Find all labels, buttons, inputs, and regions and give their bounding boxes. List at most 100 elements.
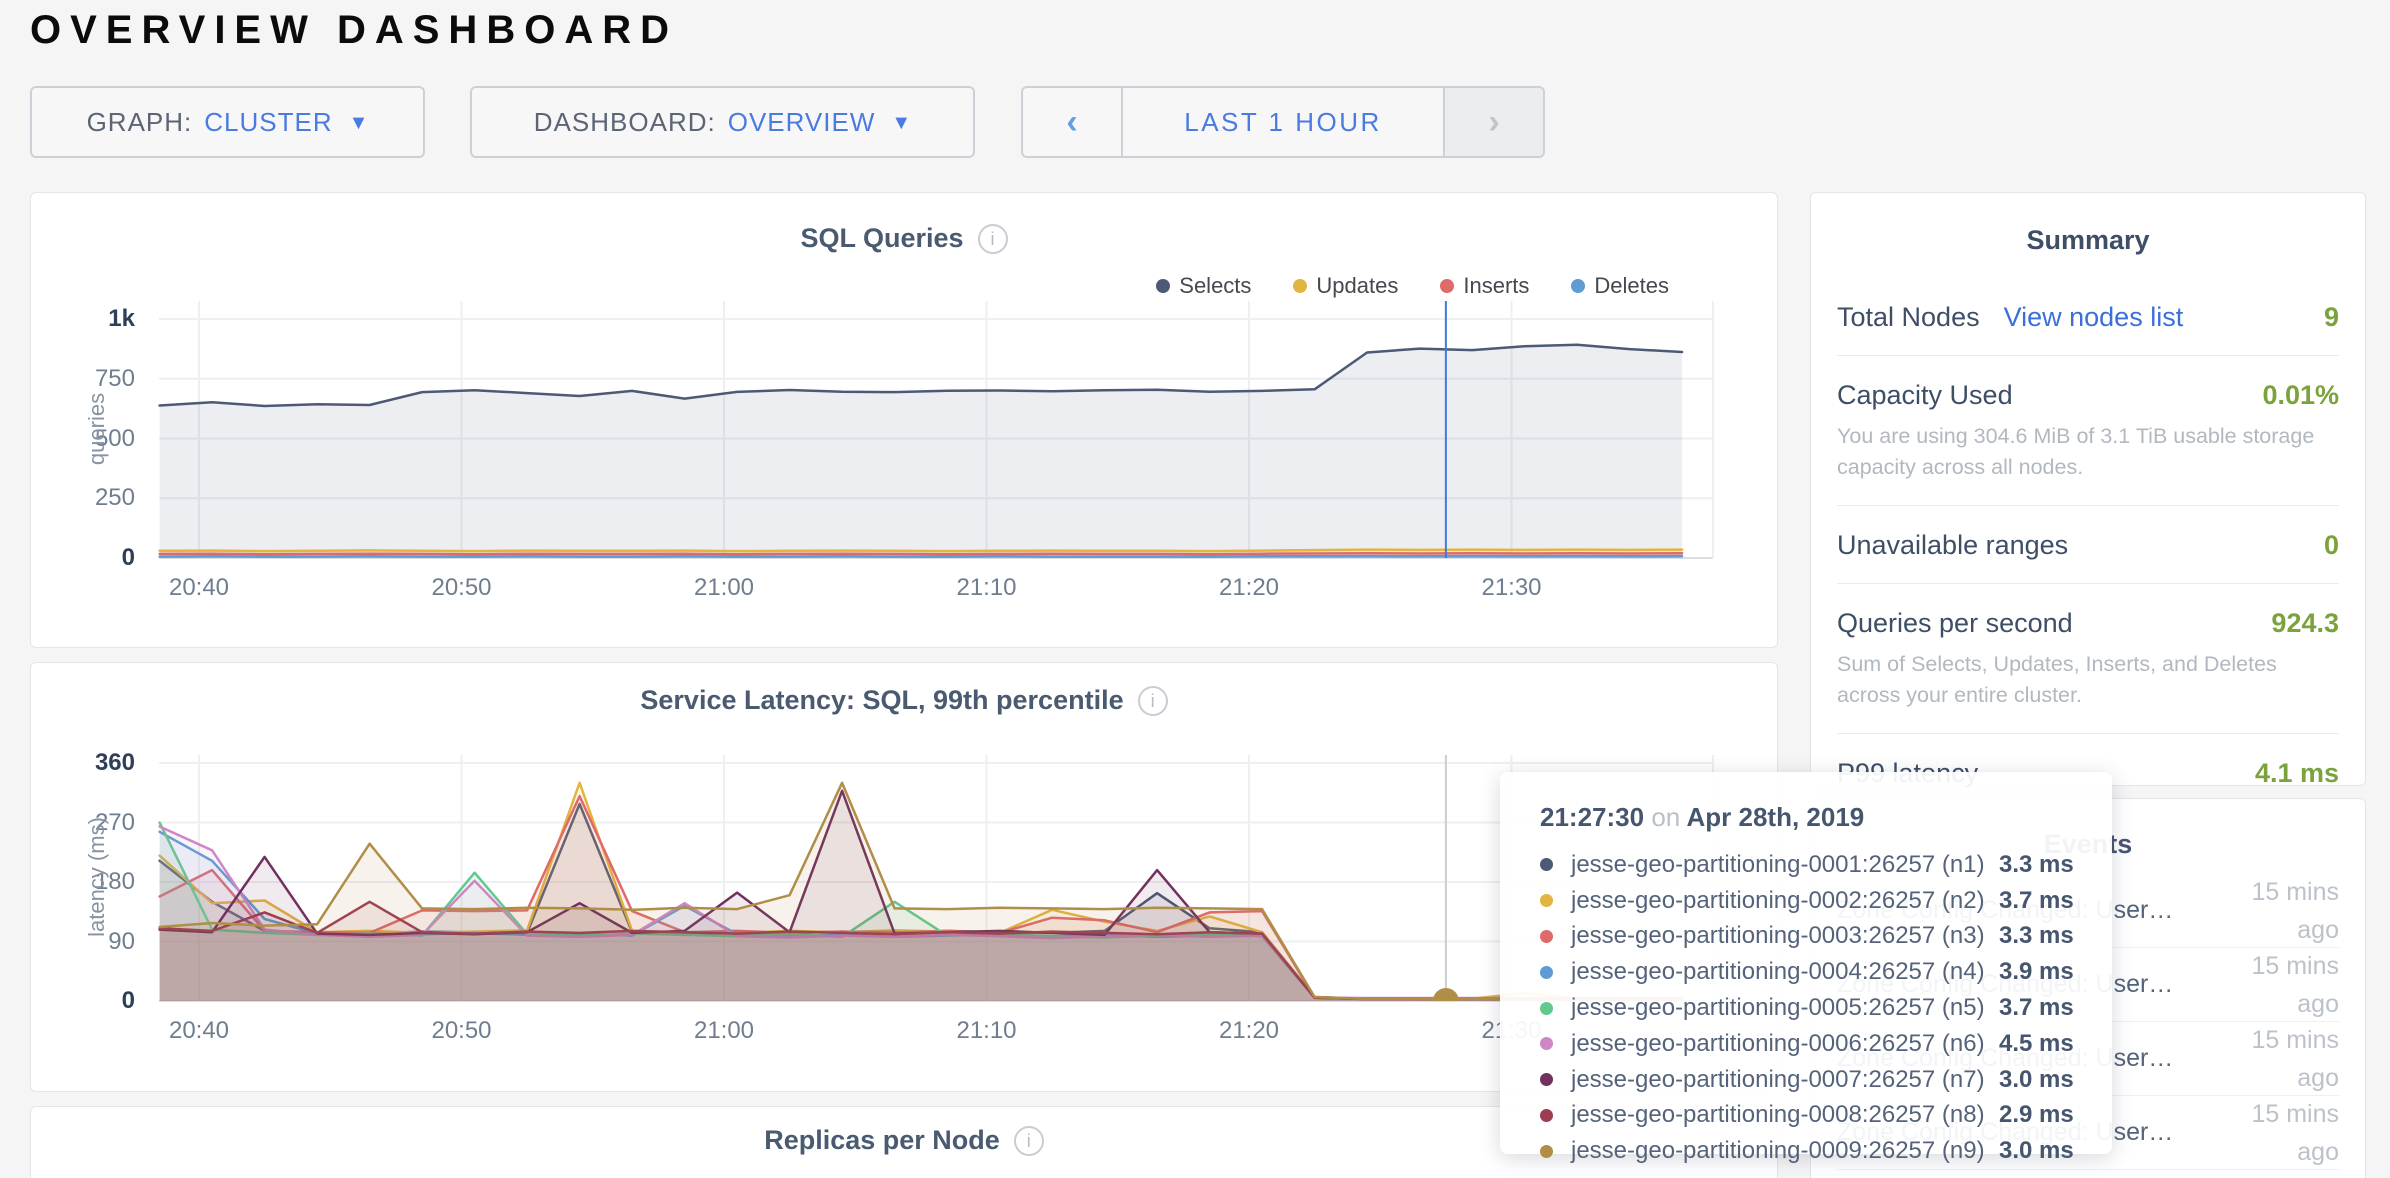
x-axis-tick: 20:40 <box>168 1017 230 1044</box>
y-axis-tick: 180 <box>94 868 135 895</box>
view-nodes-list-link[interactable]: View nodes list <box>2003 302 2184 332</box>
series-color-dot <box>1540 894 1553 908</box>
tooltip-node-row: jesse-geo-partitioning-0007:26257 (n7) 3.… <box>1540 1062 2112 1098</box>
time-range-selector: ‹ LAST 1 HOUR › <box>1021 86 1545 158</box>
graph-dropdown-value: CLUSTER <box>204 106 333 137</box>
x-axis-tick: 21:20 <box>1218 574 1280 601</box>
sql-queries-title: SQL Queries <box>800 223 964 253</box>
series-color-dot <box>1540 965 1553 979</box>
time-range-next-button[interactable]: › <box>1443 88 1543 156</box>
event-time: 15 mins ago <box>2251 1099 2339 1166</box>
summary-row: Capacity Used 0.01% You are using 304.6 Mi… <box>1837 356 2339 506</box>
tooltip-node-row: jesse-geo-partitioning-0009:26257 (n9) 3.… <box>1540 1133 2112 1169</box>
tooltip-node-name: jesse-geo-partitioning-0005:26257 (n5) <box>1571 994 1985 1022</box>
legend-item-selects[interactable]: Selects <box>1156 273 1251 299</box>
chart-hover-tooltip: 21:27:30 on Apr 28th, 2019 jesse-geo-par… <box>1500 772 2112 1164</box>
x-axis-tick: 21:10 <box>956 574 1017 601</box>
legend-label: Selects <box>1179 273 1252 298</box>
event-time: 15 mins ago <box>2251 1025 2339 1092</box>
x-axis-tick: 21:10 <box>956 1017 1017 1044</box>
legend-item-inserts[interactable]: Inserts <box>1440 273 1529 299</box>
summary-label: Queries per second <box>1837 608 2073 638</box>
tooltip-node-row: jesse-geo-partitioning-0003:26257 (n3) 3.… <box>1540 919 2112 955</box>
y-axis-tick: 270 <box>94 808 135 836</box>
summary-panel: Summary Total Nodes View nodes list 9 Capac… <box>1810 192 2366 788</box>
service-latency-title: Service Latency: SQL, 99th percentile <box>640 685 1124 715</box>
summary-description: You are using 304.6 MiB of 3.1 TiB usabl… <box>1837 424 2315 479</box>
chevron-right-icon: › <box>1488 102 1500 141</box>
y-axis-tick: 0 <box>121 544 135 571</box>
legend-dot-icon <box>1293 279 1308 293</box>
sql-queries-plot[interactable] <box>31 193 1779 649</box>
legend-label: Deletes <box>1594 273 1669 298</box>
y-axis-tick: 360 <box>94 749 135 776</box>
dashboard-dropdown-label: DASHBOARD: <box>533 106 716 137</box>
series-color-dot <box>1540 858 1553 872</box>
legend-dot-icon <box>1571 279 1586 293</box>
dashboard-dropdown-value: OVERVIEW <box>727 106 876 137</box>
info-icon[interactable]: i <box>1137 685 1168 716</box>
tooltip-node-value: 3.3 ms <box>1999 922 2074 950</box>
event-time: 15 mins ago <box>2251 877 2339 944</box>
time-range-prev-button[interactable]: ‹ <box>1023 88 1123 156</box>
time-range-value[interactable]: LAST 1 HOUR <box>1184 106 1382 137</box>
summary-value: 0 <box>2323 530 2339 560</box>
graph-dropdown-label: GRAPH: <box>86 106 193 137</box>
tooltip-node-value: 3.3 ms <box>1999 850 2074 878</box>
x-axis-tick: 21:00 <box>693 1017 755 1044</box>
x-axis-tick: 21:30 <box>1481 574 1542 601</box>
x-axis-tick: 20:50 <box>431 574 492 601</box>
series-color-dot <box>1540 1037 1553 1051</box>
series-color-dot <box>1540 929 1553 943</box>
legend-label: Inserts <box>1463 273 1530 298</box>
summary-description: Sum of Selects, Updates, Inserts, and De… <box>1837 652 2277 707</box>
tooltip-timestamp: 21:27:30 on Apr 28th, 2019 <box>1540 802 1865 832</box>
y-axis-tick: 500 <box>94 424 135 452</box>
tooltip-node-name: jesse-geo-partitioning-0001:26257 (n1) <box>1571 850 1985 878</box>
legend-item-updates[interactable]: Updates <box>1293 273 1398 299</box>
legend-dot-icon <box>1156 279 1171 293</box>
tooltip-node-name: jesse-geo-partitioning-0003:26257 (n3) <box>1571 922 1985 950</box>
summary-row: Queries per second 924.3 Sum of Selects, U… <box>1837 584 2339 734</box>
x-axis-tick: 21:20 <box>1218 1017 1280 1044</box>
legend-label: Updates <box>1316 273 1399 298</box>
legend-dot-icon <box>1440 279 1455 293</box>
x-axis-tick: 20:40 <box>168 574 230 601</box>
summary-label: Total Nodes <box>1837 302 1980 332</box>
sql-queries-panel: SQL Queries i Selects Updates Inserts Delet… <box>30 192 1778 648</box>
tooltip-node-value: 4.5 ms <box>1999 1029 2074 1057</box>
tooltip-node-value: 3.9 ms <box>1999 958 2074 986</box>
dashboard-dropdown[interactable]: DASHBOARD: OVERVIEW ▼ <box>470 86 975 158</box>
tooltip-node-row: jesse-geo-partitioning-0001:26257 (n1) 3.… <box>1540 847 2112 883</box>
summary-label: Capacity Used <box>1837 380 2013 410</box>
tooltip-node-row: jesse-geo-partitioning-0004:26257 (n4) 3.… <box>1540 954 2112 990</box>
graph-dropdown[interactable]: GRAPH: CLUSTER ▼ <box>30 86 425 158</box>
x-axis-tick: 21:00 <box>693 574 755 601</box>
tooltip-node-row: jesse-geo-partitioning-0008:26257 (n8) 2.… <box>1540 1098 2112 1134</box>
tooltip-node-name: jesse-geo-partitioning-0004:26257 (n4) <box>1571 958 1985 986</box>
summary-row-main: Total Nodes View nodes list 9 <box>1837 302 2339 333</box>
info-icon[interactable]: i <box>1013 1125 1044 1156</box>
page-title: OVERVIEW DASHBOARD <box>30 8 678 52</box>
tooltip-node-value: 3.7 ms <box>1999 886 2074 914</box>
tooltip-node-name: jesse-geo-partitioning-0006:26257 (n6) <box>1571 1029 1985 1057</box>
tooltip-node-name: jesse-geo-partitioning-0009:26257 (n9) <box>1571 1137 1985 1165</box>
y-axis-tick: 0 <box>121 987 135 1014</box>
chevron-left-icon: ‹ <box>1066 102 1078 141</box>
chevron-down-icon: ▼ <box>891 111 912 134</box>
event-row[interactable]: Zone Config Changed: User…15 mins ago <box>1837 1096 2339 1170</box>
legend-item-deletes[interactable]: Deletes <box>1571 273 1669 299</box>
summary-row-main: Unavailable ranges 0 <box>1837 530 2339 561</box>
series-color-dot <box>1540 1001 1553 1015</box>
service-latency-panel: Service Latency: SQL, 99th percentile i … <box>30 662 1778 1092</box>
summary-row: Total Nodes View nodes list 9 <box>1837 278 2339 356</box>
summary-heading: Summary <box>2026 225 2150 255</box>
info-icon[interactable]: i <box>977 223 1008 254</box>
tooltip-node-name: jesse-geo-partitioning-0002:26257 (n2) <box>1571 886 1985 914</box>
tooltip-node-row: jesse-geo-partitioning-0006:26257 (n6) 4.… <box>1540 1026 2112 1062</box>
event-time: 15 mins ago <box>2251 951 2339 1018</box>
y-axis-tick: 750 <box>94 364 135 392</box>
summary-value: 9 <box>2323 302 2339 332</box>
summary-value: 924.3 <box>2271 608 2339 638</box>
